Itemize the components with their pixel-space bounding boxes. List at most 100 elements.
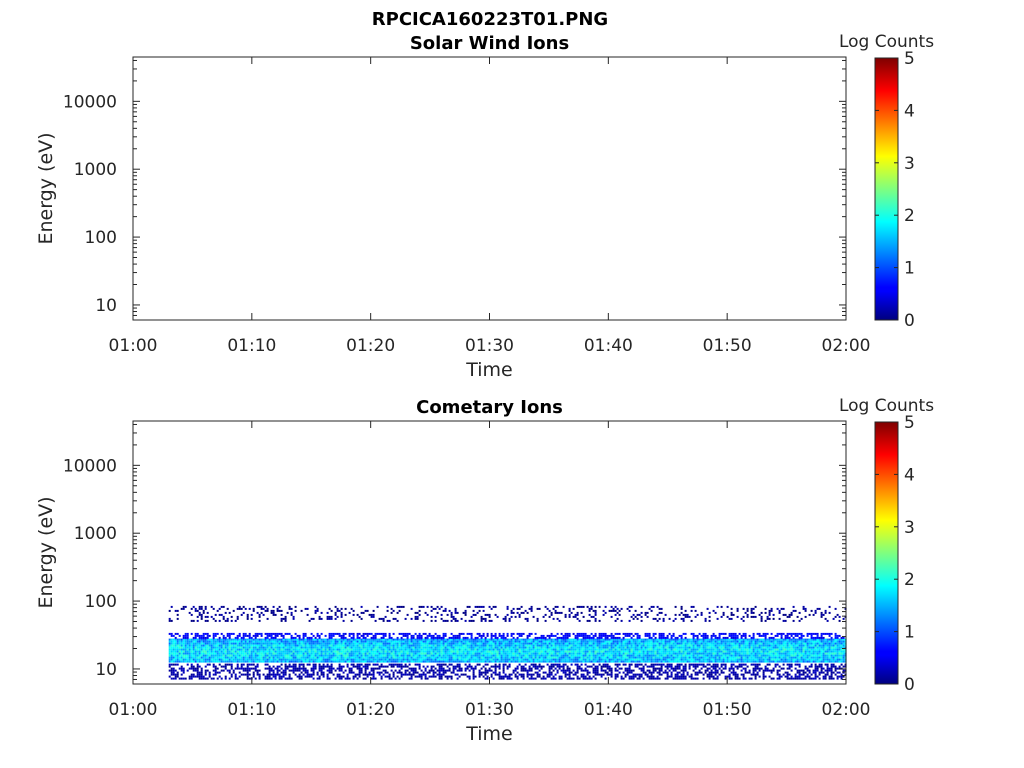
data-cell: [370, 673, 373, 676]
data-cell: [552, 642, 555, 645]
data-cell: [488, 638, 491, 641]
data-cell: [596, 642, 599, 645]
data-cell: [536, 667, 539, 670]
data-cell: [552, 656, 555, 659]
data-cell: [554, 663, 557, 666]
data-cell: [230, 665, 233, 668]
data-cell: [468, 663, 471, 666]
data-cell: [328, 671, 331, 674]
data-cell: [224, 638, 227, 641]
data-cell: [532, 665, 535, 668]
data-cell: [326, 611, 329, 614]
data-cell: [610, 632, 613, 635]
data-cell: [622, 646, 625, 649]
data-cell: [514, 658, 517, 661]
data-cell: [208, 656, 211, 659]
data-cell: [492, 644, 495, 647]
data-cell: [600, 634, 603, 637]
data-cell: [560, 638, 563, 641]
data-cell: [200, 644, 203, 647]
data-cell: [328, 607, 331, 610]
data-cell: [496, 656, 499, 659]
data-cell: [580, 669, 583, 672]
data-cell: [186, 658, 189, 661]
data-cell: [436, 652, 439, 655]
data-cell: [326, 660, 329, 663]
data-cell: [318, 669, 321, 672]
data-cell: [490, 640, 493, 643]
data-cell: [584, 634, 587, 637]
data-cell: [246, 675, 249, 678]
data-cell: [530, 675, 533, 678]
data-cell: [304, 652, 307, 655]
data-cell: [538, 636, 541, 639]
data-cell: [372, 648, 375, 651]
data-cell: [236, 617, 239, 620]
data-cell: [230, 640, 233, 643]
data-cell: [480, 605, 483, 608]
data-cell: [658, 607, 661, 610]
data-cell: [196, 642, 199, 645]
data-cell: [590, 646, 593, 649]
data-cell: [402, 650, 405, 653]
data-cell: [522, 611, 525, 614]
data-cell: [616, 644, 619, 647]
data-cell: [430, 648, 433, 651]
data-cell: [392, 646, 395, 649]
data-cell: [224, 611, 227, 614]
data-cell: [546, 675, 549, 678]
data-cell: [424, 611, 427, 614]
data-cell: [172, 656, 175, 659]
data-cell: [362, 611, 365, 614]
y-tick-label: 1000: [74, 160, 117, 180]
data-cell: [242, 667, 245, 670]
data-cell: [180, 677, 183, 680]
data-cell: [618, 644, 621, 647]
data-cell: [226, 648, 229, 651]
data-cell: [346, 658, 349, 661]
data-cell: [614, 640, 617, 643]
data-cell: [566, 636, 569, 639]
data-cell: [430, 675, 433, 678]
data-cell: [200, 613, 203, 616]
data-cell: [212, 632, 215, 635]
data-cell: [334, 611, 337, 614]
data-cell: [490, 632, 493, 635]
data-cell: [500, 650, 503, 653]
data-cell: [362, 644, 365, 647]
data-cell: [202, 652, 205, 655]
data-cell: [646, 658, 649, 661]
data-cell: [542, 671, 545, 674]
data-cell: [610, 673, 613, 676]
data-cell: [196, 671, 199, 674]
data-cell: [600, 648, 603, 651]
data-cell: [624, 658, 627, 661]
data-cell: [268, 669, 271, 672]
data-cell: [344, 650, 347, 653]
data-cell: [198, 607, 201, 610]
data-cell: [376, 646, 379, 649]
data-cell: [518, 654, 521, 657]
data-cell: [206, 677, 209, 680]
data-cell: [562, 642, 565, 645]
data-cell: [590, 638, 593, 641]
data-cell: [476, 660, 479, 663]
data-cell: [252, 648, 255, 651]
data-cell: [522, 638, 525, 641]
data-cell: [572, 646, 575, 649]
panel-title: Solar Wind Ions: [410, 33, 569, 54]
data-cell: [430, 615, 433, 618]
data-cell: [564, 642, 567, 645]
data-cell: [490, 650, 493, 653]
data-cell: [364, 667, 367, 670]
data-cell: [604, 660, 607, 663]
data-cell: [610, 642, 613, 645]
data-cell: [488, 646, 491, 649]
data-cell: [574, 656, 577, 659]
data-cell: [396, 652, 399, 655]
data-cell: [612, 609, 615, 612]
data-cell: [246, 644, 249, 647]
data-cell: [406, 654, 409, 657]
data-cell: [170, 634, 173, 637]
data-cell: [634, 663, 637, 666]
